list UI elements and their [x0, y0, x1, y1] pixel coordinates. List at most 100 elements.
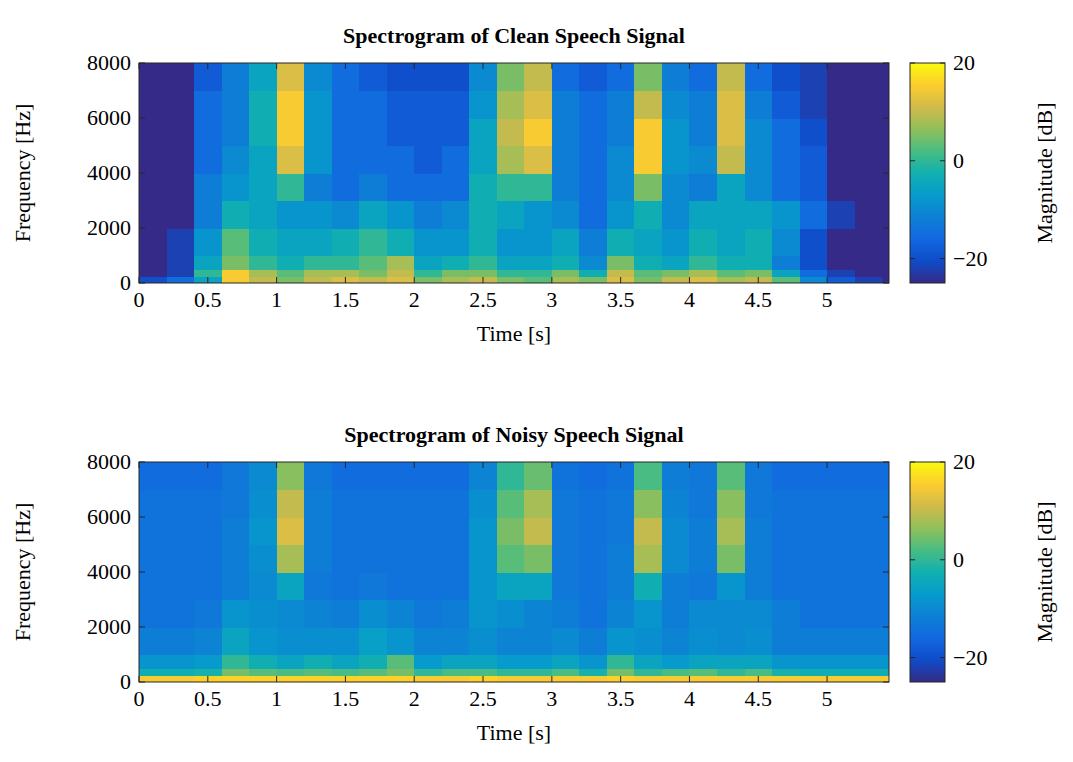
- cell: [634, 462, 662, 490]
- cell: [882, 91, 889, 119]
- cell: [745, 545, 773, 573]
- cell: [689, 146, 717, 174]
- cell: [855, 118, 883, 146]
- cell: [745, 490, 773, 518]
- cell: [167, 269, 195, 276]
- tick: [620, 277, 621, 283]
- cell: [387, 627, 415, 655]
- tick: [139, 283, 145, 284]
- tick-label: 2000: [87, 215, 131, 240]
- cell: [882, 228, 889, 256]
- cell: [882, 517, 889, 545]
- cell: [827, 668, 855, 675]
- cell: [689, 91, 717, 119]
- cell: [552, 572, 580, 600]
- cell: [332, 572, 360, 600]
- cell: [689, 256, 717, 270]
- cell: [689, 517, 717, 545]
- cell: [772, 655, 800, 669]
- colorbar-tick-label: −20: [953, 246, 987, 271]
- cell: [772, 572, 800, 600]
- cell: [139, 63, 167, 91]
- cell: [662, 675, 690, 682]
- cell: [469, 545, 497, 573]
- cell: [414, 201, 442, 229]
- cell: [497, 118, 525, 146]
- cell: [607, 63, 635, 91]
- cell: [194, 173, 222, 201]
- tick: [483, 63, 484, 69]
- tick: [345, 462, 346, 468]
- cell: [139, 256, 167, 270]
- cell: [414, 269, 442, 276]
- cell: [552, 118, 580, 146]
- cell: [304, 269, 332, 276]
- tick: [139, 682, 145, 683]
- cell: [194, 572, 222, 600]
- cell: [579, 201, 607, 229]
- tick-label: 4: [684, 287, 695, 312]
- cell: [827, 600, 855, 628]
- tick-label: 6000: [87, 105, 131, 130]
- cell: [332, 146, 360, 174]
- cell: [552, 63, 580, 91]
- cell: [662, 627, 690, 655]
- cell: [139, 201, 167, 229]
- cell: [524, 173, 552, 201]
- cell: [497, 63, 525, 91]
- cell: [497, 276, 525, 283]
- cell: [689, 173, 717, 201]
- cell: [524, 63, 552, 91]
- cell: [827, 572, 855, 600]
- cell: [167, 675, 195, 682]
- cell: [579, 627, 607, 655]
- cell: [772, 490, 800, 518]
- cell: [717, 462, 745, 490]
- cell: [579, 668, 607, 675]
- cell: [552, 276, 580, 283]
- colorbar-tick-label: −20: [953, 645, 987, 670]
- cell: [552, 173, 580, 201]
- colorbar-tick-label: 20: [953, 50, 975, 75]
- tick: [207, 676, 208, 682]
- cell: [524, 655, 552, 669]
- cell: [277, 655, 305, 669]
- cell: [414, 146, 442, 174]
- cell: [359, 256, 387, 270]
- cell: [497, 228, 525, 256]
- cell: [442, 675, 470, 682]
- cell: [414, 572, 442, 600]
- tick: [139, 517, 145, 518]
- tick: [883, 682, 889, 683]
- cell: [772, 269, 800, 276]
- cell: [800, 228, 828, 256]
- cell: [332, 276, 360, 283]
- colorbar-title: Magnitude [dB]: [1032, 102, 1057, 243]
- cell: [222, 572, 250, 600]
- cell: [359, 572, 387, 600]
- cell: [414, 91, 442, 119]
- cell: [827, 146, 855, 174]
- cell: [277, 63, 305, 91]
- cell: [442, 173, 470, 201]
- cell: [277, 668, 305, 675]
- cell: [745, 256, 773, 270]
- cell: [689, 627, 717, 655]
- cell: [167, 517, 195, 545]
- tick: [139, 676, 140, 682]
- cell: [855, 627, 883, 655]
- tick: [758, 63, 759, 69]
- cell: [662, 201, 690, 229]
- cell: [745, 118, 773, 146]
- cell: [442, 276, 470, 283]
- cell: [139, 675, 167, 682]
- colorbar-tick: [940, 258, 945, 259]
- tick: [139, 462, 145, 463]
- cell: [304, 545, 332, 573]
- cell: [607, 173, 635, 201]
- cells: [139, 63, 889, 283]
- cell: [772, 276, 800, 283]
- cell: [579, 91, 607, 119]
- cell: [359, 146, 387, 174]
- cell: [359, 675, 387, 682]
